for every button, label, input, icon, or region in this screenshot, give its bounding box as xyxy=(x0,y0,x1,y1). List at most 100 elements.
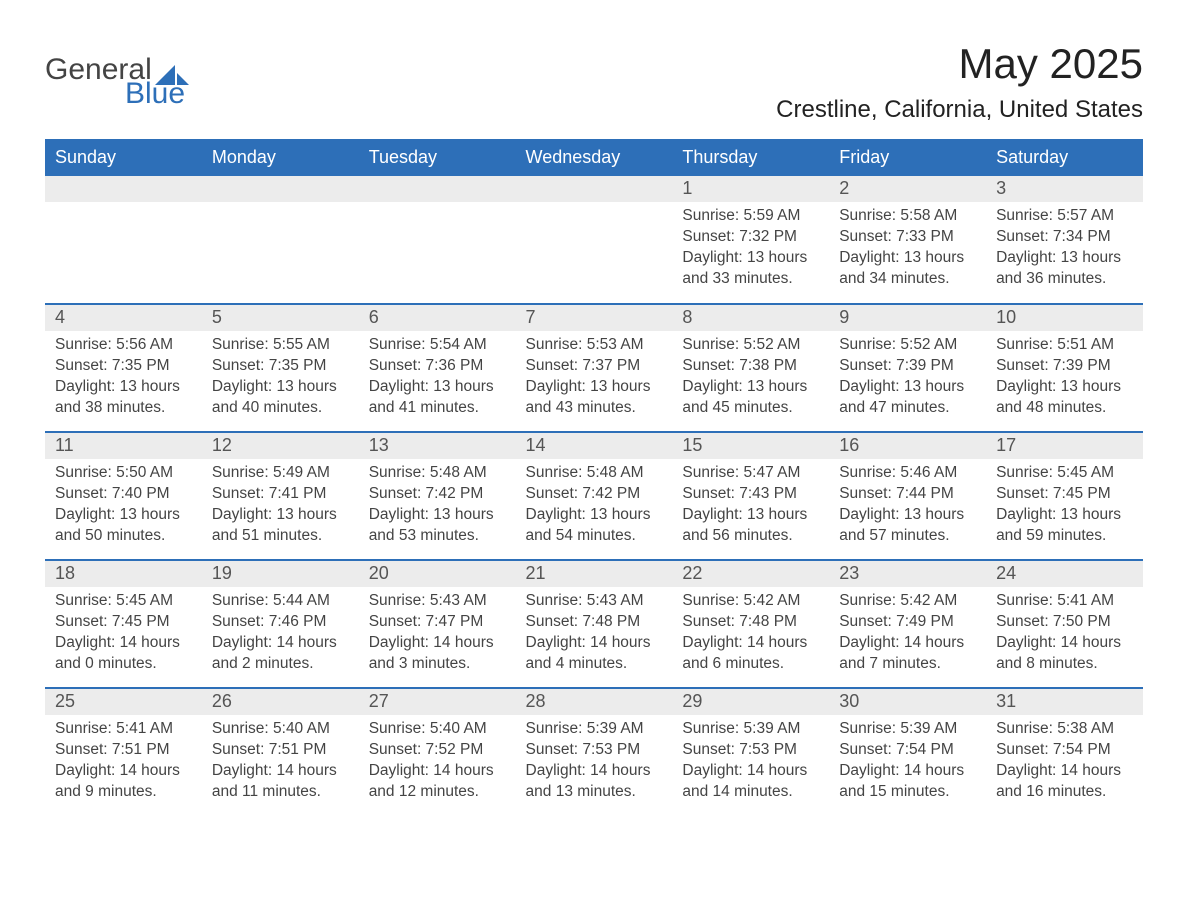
sunrise-line: Sunrise: 5:39 AM xyxy=(526,719,663,740)
day-number: 22 xyxy=(672,561,829,587)
daylight-line: Daylight: 14 hours and 2 minutes. xyxy=(212,633,349,675)
sunrise-line: Sunrise: 5:47 AM xyxy=(682,463,819,484)
calendar-cell: 3Sunrise: 5:57 AMSunset: 7:34 PMDaylight… xyxy=(986,176,1143,304)
sunset-line: Sunset: 7:42 PM xyxy=(369,484,506,505)
sunrise-line: Sunrise: 5:39 AM xyxy=(839,719,976,740)
day-details: Sunrise: 5:41 AMSunset: 7:51 PMDaylight:… xyxy=(45,715,202,809)
sunrise-line: Sunrise: 5:49 AM xyxy=(212,463,349,484)
calendar-cell: 2Sunrise: 5:58 AMSunset: 7:33 PMDaylight… xyxy=(829,176,986,304)
day-details: Sunrise: 5:50 AMSunset: 7:40 PMDaylight:… xyxy=(45,459,202,553)
day-number: 29 xyxy=(672,689,829,715)
calendar-cell: 27Sunrise: 5:40 AMSunset: 7:52 PMDayligh… xyxy=(359,688,516,816)
sunset-line: Sunset: 7:54 PM xyxy=(996,740,1133,761)
calendar-cell: 24Sunrise: 5:41 AMSunset: 7:50 PMDayligh… xyxy=(986,560,1143,688)
day-details: Sunrise: 5:43 AMSunset: 7:48 PMDaylight:… xyxy=(516,587,673,681)
day-number: 21 xyxy=(516,561,673,587)
sunrise-line: Sunrise: 5:40 AM xyxy=(212,719,349,740)
calendar-cell: 8Sunrise: 5:52 AMSunset: 7:38 PMDaylight… xyxy=(672,304,829,432)
sunrise-line: Sunrise: 5:56 AM xyxy=(55,335,192,356)
title-block: May 2025 Crestline, California, United S… xyxy=(776,40,1143,134)
day-details: Sunrise: 5:39 AMSunset: 7:53 PMDaylight:… xyxy=(516,715,673,809)
day-header: Sunday xyxy=(45,139,202,176)
sunrise-line: Sunrise: 5:42 AM xyxy=(839,591,976,612)
sunset-line: Sunset: 7:47 PM xyxy=(369,612,506,633)
day-details: Sunrise: 5:40 AMSunset: 7:51 PMDaylight:… xyxy=(202,715,359,809)
sunset-line: Sunset: 7:48 PM xyxy=(682,612,819,633)
calendar-cell: 21Sunrise: 5:43 AMSunset: 7:48 PMDayligh… xyxy=(516,560,673,688)
day-number: 19 xyxy=(202,561,359,587)
daylight-line: Daylight: 14 hours and 6 minutes. xyxy=(682,633,819,675)
daylight-line: Daylight: 13 hours and 56 minutes. xyxy=(682,505,819,547)
sunrise-line: Sunrise: 5:55 AM xyxy=(212,335,349,356)
daylight-line: Daylight: 13 hours and 48 minutes. xyxy=(996,377,1133,419)
daylight-line: Daylight: 13 hours and 43 minutes. xyxy=(526,377,663,419)
calendar-cell: 31Sunrise: 5:38 AMSunset: 7:54 PMDayligh… xyxy=(986,688,1143,816)
sunset-line: Sunset: 7:39 PM xyxy=(839,356,976,377)
calendar-cell: 1Sunrise: 5:59 AMSunset: 7:32 PMDaylight… xyxy=(672,176,829,304)
daylight-line: Daylight: 13 hours and 33 minutes. xyxy=(682,248,819,290)
month-title: May 2025 xyxy=(776,40,1143,88)
sunset-line: Sunset: 7:48 PM xyxy=(526,612,663,633)
daylight-line: Daylight: 13 hours and 54 minutes. xyxy=(526,505,663,547)
day-details: Sunrise: 5:49 AMSunset: 7:41 PMDaylight:… xyxy=(202,459,359,553)
daylight-line: Daylight: 13 hours and 38 minutes. xyxy=(55,377,192,419)
empty-day-header xyxy=(45,176,202,202)
sunset-line: Sunset: 7:46 PM xyxy=(212,612,349,633)
sunset-line: Sunset: 7:45 PM xyxy=(996,484,1133,505)
day-details: Sunrise: 5:56 AMSunset: 7:35 PMDaylight:… xyxy=(45,331,202,425)
day-number: 20 xyxy=(359,561,516,587)
day-header: Tuesday xyxy=(359,139,516,176)
calendar-week-row: 4Sunrise: 5:56 AMSunset: 7:35 PMDaylight… xyxy=(45,304,1143,432)
sunset-line: Sunset: 7:50 PM xyxy=(996,612,1133,633)
calendar-week-row: 18Sunrise: 5:45 AMSunset: 7:45 PMDayligh… xyxy=(45,560,1143,688)
day-details: Sunrise: 5:41 AMSunset: 7:50 PMDaylight:… xyxy=(986,587,1143,681)
day-number: 11 xyxy=(45,433,202,459)
day-number: 27 xyxy=(359,689,516,715)
sunset-line: Sunset: 7:35 PM xyxy=(55,356,192,377)
daylight-line: Daylight: 14 hours and 16 minutes. xyxy=(996,761,1133,803)
header: General Blue May 2025 Crestline, Califor… xyxy=(45,40,1143,134)
daylight-line: Daylight: 13 hours and 59 minutes. xyxy=(996,505,1133,547)
calendar-cell: 20Sunrise: 5:43 AMSunset: 7:47 PMDayligh… xyxy=(359,560,516,688)
day-details: Sunrise: 5:54 AMSunset: 7:36 PMDaylight:… xyxy=(359,331,516,425)
location-subtitle: Crestline, California, United States xyxy=(776,96,1143,124)
sunset-line: Sunset: 7:40 PM xyxy=(55,484,192,505)
day-number: 8 xyxy=(672,305,829,331)
sunrise-line: Sunrise: 5:57 AM xyxy=(996,206,1133,227)
day-number: 5 xyxy=(202,305,359,331)
sunset-line: Sunset: 7:49 PM xyxy=(839,612,976,633)
empty-day-header xyxy=(202,176,359,202)
sunset-line: Sunset: 7:42 PM xyxy=(526,484,663,505)
sunset-line: Sunset: 7:51 PM xyxy=(212,740,349,761)
calendar-cell: 13Sunrise: 5:48 AMSunset: 7:42 PMDayligh… xyxy=(359,432,516,560)
day-number: 14 xyxy=(516,433,673,459)
calendar-cell: 29Sunrise: 5:39 AMSunset: 7:53 PMDayligh… xyxy=(672,688,829,816)
daylight-line: Daylight: 13 hours and 40 minutes. xyxy=(212,377,349,419)
day-number: 2 xyxy=(829,176,986,202)
sunrise-line: Sunrise: 5:40 AM xyxy=(369,719,506,740)
sunrise-line: Sunrise: 5:38 AM xyxy=(996,719,1133,740)
sunrise-line: Sunrise: 5:43 AM xyxy=(526,591,663,612)
day-number: 1 xyxy=(672,176,829,202)
brand-logo: General Blue xyxy=(45,55,189,109)
day-number: 16 xyxy=(829,433,986,459)
day-header: Wednesday xyxy=(516,139,673,176)
day-number: 6 xyxy=(359,305,516,331)
day-number: 28 xyxy=(516,689,673,715)
calendar-cell: 17Sunrise: 5:45 AMSunset: 7:45 PMDayligh… xyxy=(986,432,1143,560)
day-details: Sunrise: 5:59 AMSunset: 7:32 PMDaylight:… xyxy=(672,202,829,296)
daylight-line: Daylight: 13 hours and 47 minutes. xyxy=(839,377,976,419)
calendar-cell: 22Sunrise: 5:42 AMSunset: 7:48 PMDayligh… xyxy=(672,560,829,688)
calendar-week-row: 25Sunrise: 5:41 AMSunset: 7:51 PMDayligh… xyxy=(45,688,1143,816)
day-header: Saturday xyxy=(986,139,1143,176)
daylight-line: Daylight: 13 hours and 41 minutes. xyxy=(369,377,506,419)
day-details: Sunrise: 5:39 AMSunset: 7:53 PMDaylight:… xyxy=(672,715,829,809)
daylight-line: Daylight: 14 hours and 3 minutes. xyxy=(369,633,506,675)
calendar-cell xyxy=(45,176,202,304)
calendar-week-row: 1Sunrise: 5:59 AMSunset: 7:32 PMDaylight… xyxy=(45,176,1143,304)
day-details: Sunrise: 5:43 AMSunset: 7:47 PMDaylight:… xyxy=(359,587,516,681)
day-details: Sunrise: 5:52 AMSunset: 7:38 PMDaylight:… xyxy=(672,331,829,425)
daylight-line: Daylight: 13 hours and 36 minutes. xyxy=(996,248,1133,290)
day-number: 10 xyxy=(986,305,1143,331)
sunrise-line: Sunrise: 5:43 AM xyxy=(369,591,506,612)
